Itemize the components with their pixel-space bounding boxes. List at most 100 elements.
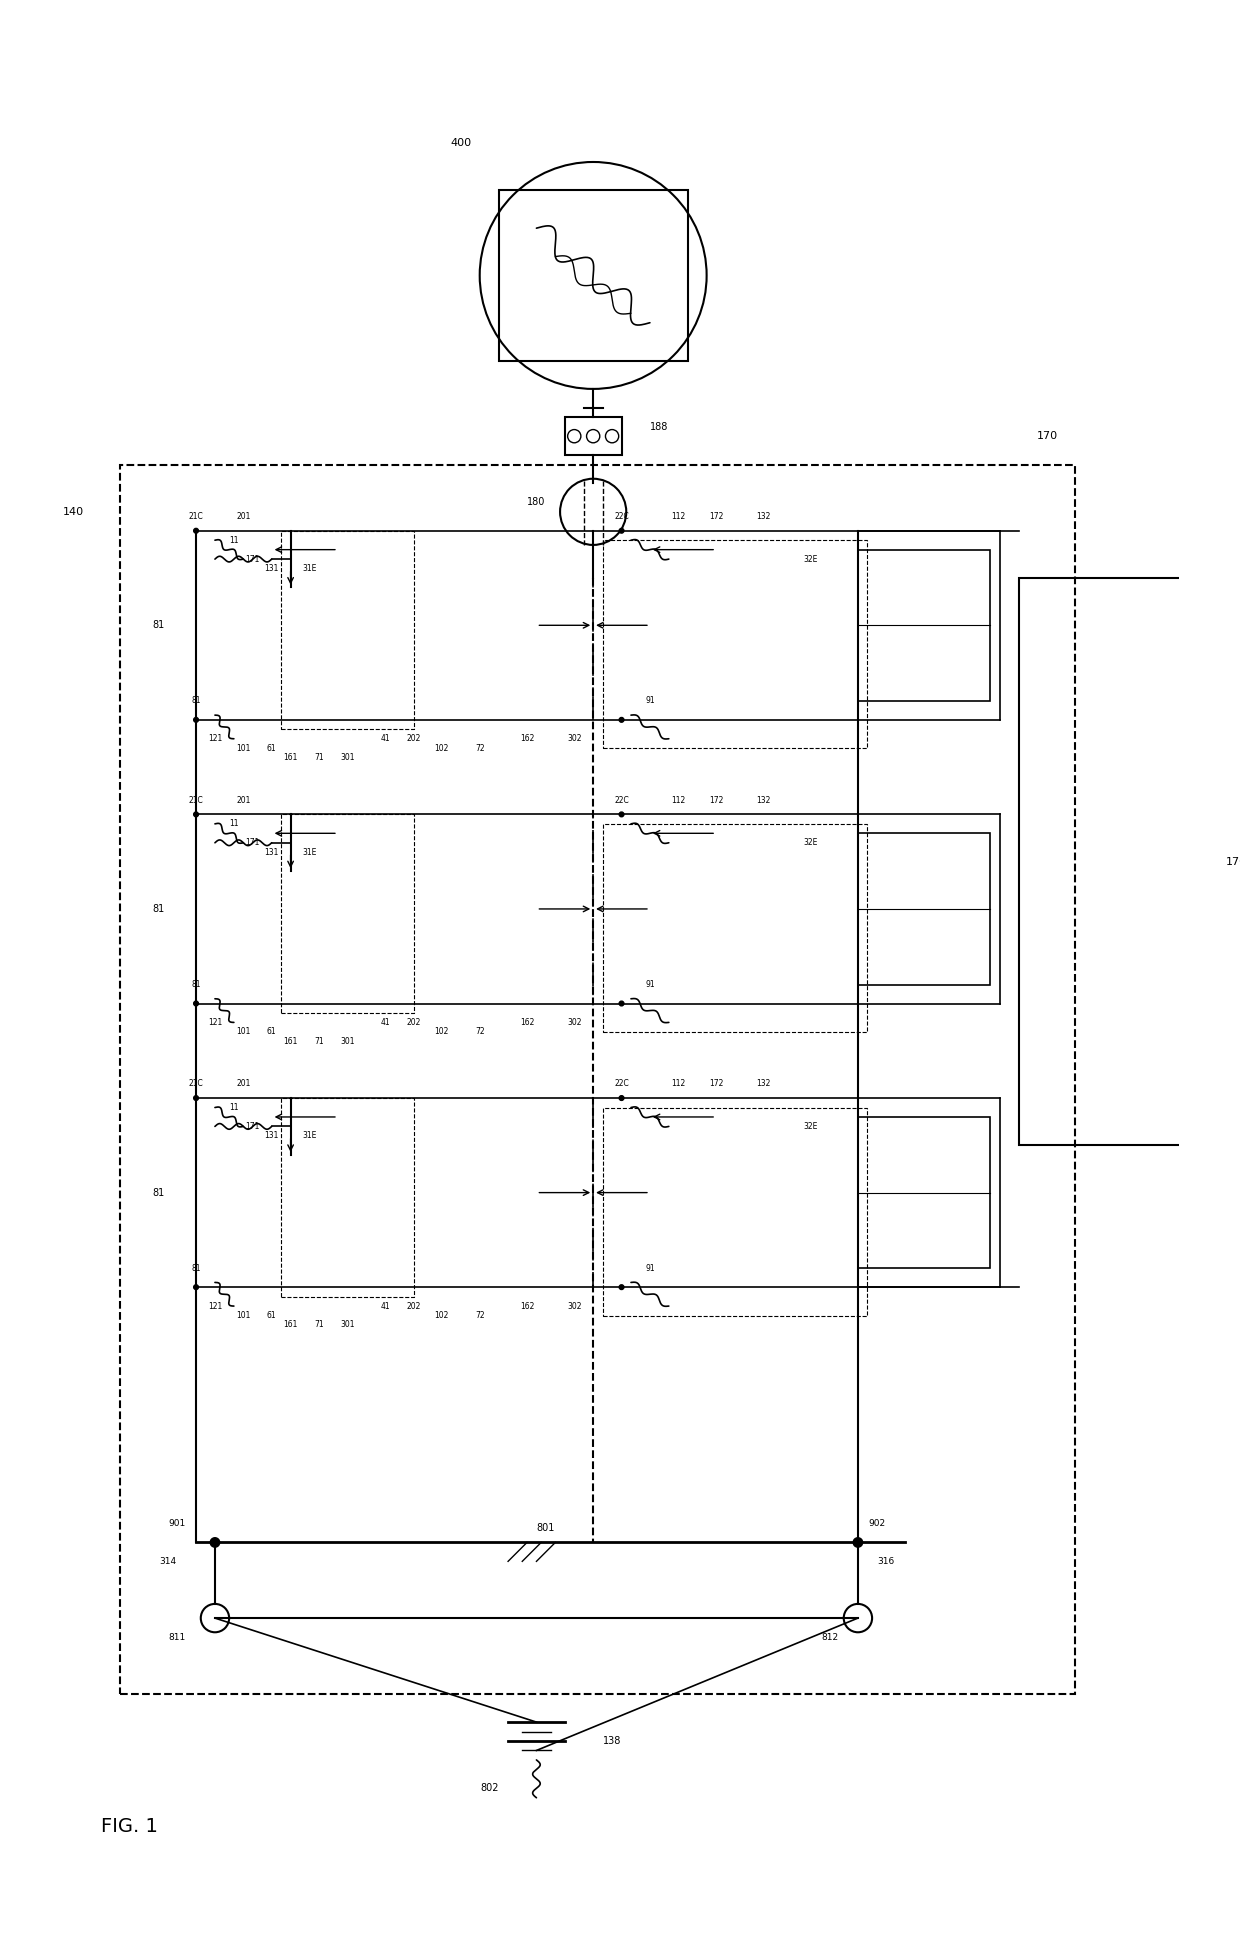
Text: 21C: 21C: [188, 512, 203, 522]
Bar: [281, 530, 413, 729]
Text: 316: 316: [878, 1556, 895, 1566]
Bar: [564, 416, 621, 456]
Text: 132: 132: [756, 512, 770, 522]
Circle shape: [619, 528, 624, 534]
Text: 121: 121: [208, 1302, 222, 1310]
Bar: [858, 833, 991, 985]
Text: 101: 101: [236, 1028, 250, 1036]
Text: 172: 172: [709, 796, 723, 805]
Text: 131: 131: [264, 1132, 279, 1140]
Text: 131: 131: [264, 565, 279, 573]
Text: 161: 161: [284, 1036, 298, 1046]
Text: 811: 811: [169, 1632, 186, 1642]
Circle shape: [619, 1001, 624, 1007]
Text: 101: 101: [236, 743, 250, 753]
Text: 201: 201: [236, 796, 250, 805]
Text: 112: 112: [671, 512, 686, 522]
Circle shape: [193, 528, 198, 534]
Text: 901: 901: [169, 1519, 186, 1529]
Text: 102: 102: [435, 1028, 449, 1036]
Text: 131: 131: [264, 848, 279, 856]
Text: 21C: 21C: [188, 1079, 203, 1089]
Text: 314: 314: [159, 1556, 176, 1566]
Bar: [858, 549, 991, 702]
Text: 161: 161: [284, 1320, 298, 1329]
Text: 91: 91: [645, 1263, 655, 1273]
Text: 170: 170: [1225, 856, 1240, 866]
Text: 172: 172: [709, 512, 723, 522]
Text: 180: 180: [527, 497, 546, 508]
Text: 162: 162: [520, 735, 534, 743]
Text: 201: 201: [236, 512, 250, 522]
Text: 102: 102: [435, 743, 449, 753]
Text: 802: 802: [480, 1783, 498, 1793]
Text: 41: 41: [381, 735, 389, 743]
Text: 102: 102: [435, 1312, 449, 1320]
Text: 32E: 32E: [804, 839, 818, 847]
Text: 41: 41: [381, 1302, 389, 1310]
Text: 801: 801: [537, 1523, 556, 1533]
Text: 41: 41: [381, 1019, 389, 1026]
Text: 11: 11: [229, 819, 238, 829]
Text: 72: 72: [475, 743, 485, 753]
Text: 101: 101: [236, 1312, 250, 1320]
Bar: [858, 1116, 991, 1269]
Text: 61: 61: [267, 1312, 277, 1320]
Text: 21C: 21C: [188, 796, 203, 805]
Text: 71: 71: [314, 1036, 324, 1046]
Bar: [120, 465, 1075, 1693]
Text: 171: 171: [246, 555, 260, 563]
Text: 301: 301: [340, 1320, 355, 1329]
Bar: [281, 1099, 413, 1296]
Circle shape: [853, 1539, 863, 1546]
Text: 72: 72: [475, 1312, 485, 1320]
Circle shape: [193, 811, 198, 817]
Text: 81: 81: [153, 903, 165, 913]
Bar: [1018, 579, 1208, 1146]
Text: 81: 81: [191, 1263, 201, 1273]
Bar: [603, 823, 867, 1032]
Circle shape: [211, 1539, 219, 1546]
Text: 91: 91: [645, 979, 655, 989]
Text: 138: 138: [603, 1736, 621, 1746]
Bar: [603, 1108, 867, 1316]
Text: 162: 162: [520, 1019, 534, 1026]
Text: 61: 61: [267, 1028, 277, 1036]
Text: 81: 81: [191, 979, 201, 989]
Text: 302: 302: [567, 735, 582, 743]
Bar: [281, 815, 413, 1013]
Text: 902: 902: [868, 1519, 885, 1529]
Text: 302: 302: [567, 1302, 582, 1310]
Text: 170: 170: [1037, 432, 1058, 442]
Bar: [603, 540, 867, 749]
Text: 81: 81: [191, 696, 201, 706]
Circle shape: [619, 811, 624, 817]
Text: 171: 171: [246, 1122, 260, 1130]
Text: 161: 161: [284, 753, 298, 762]
Text: 201: 201: [236, 1079, 250, 1089]
Text: 31E: 31E: [303, 1132, 316, 1140]
Text: 71: 71: [314, 1320, 324, 1329]
Text: 22C: 22C: [614, 1079, 629, 1089]
Circle shape: [193, 1001, 198, 1007]
Text: 301: 301: [340, 1036, 355, 1046]
Bar: [498, 190, 688, 360]
Text: 171: 171: [246, 839, 260, 847]
Text: 81: 81: [153, 1187, 165, 1198]
Text: 188: 188: [650, 422, 668, 432]
Text: 202: 202: [407, 1019, 420, 1026]
Text: 22C: 22C: [614, 512, 629, 522]
Text: 72: 72: [475, 1028, 485, 1036]
Text: 71: 71: [314, 753, 324, 762]
Text: 91: 91: [645, 696, 655, 706]
Text: 61: 61: [267, 743, 277, 753]
Text: 22C: 22C: [614, 796, 629, 805]
Circle shape: [193, 717, 198, 721]
Text: 32E: 32E: [804, 1122, 818, 1130]
Circle shape: [619, 1095, 624, 1101]
Text: 202: 202: [407, 735, 420, 743]
Text: 112: 112: [671, 796, 686, 805]
Circle shape: [193, 1284, 198, 1290]
Circle shape: [619, 717, 624, 721]
Text: 202: 202: [407, 1302, 420, 1310]
